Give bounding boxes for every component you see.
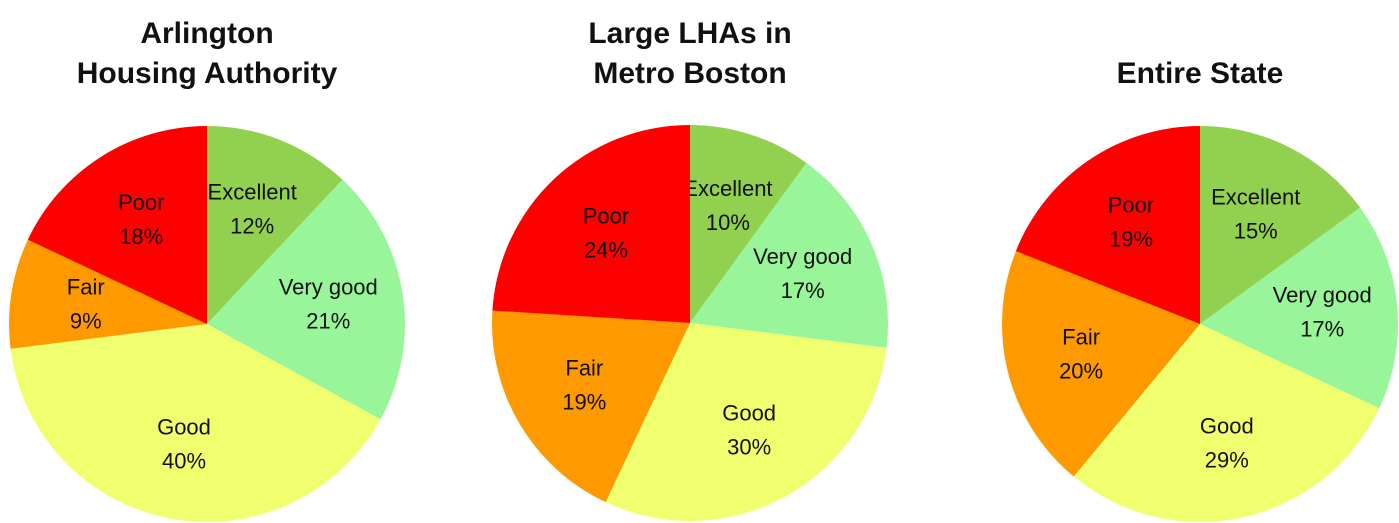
slice-value: 15% [1234, 218, 1278, 243]
slice-category: Fair [565, 355, 603, 380]
slice-value: 17% [781, 278, 825, 303]
slice-value: 10% [706, 210, 750, 235]
pie-slice [1200, 207, 1398, 409]
slice-category: Good [157, 414, 211, 439]
slice-value: 12% [230, 214, 274, 239]
pie-slice [207, 179, 405, 420]
slice-category: Excellent [1211, 184, 1300, 209]
chart-title: Entire State [1117, 57, 1284, 90]
slice-category: Excellent [683, 176, 772, 201]
slice-category: Poor [1108, 192, 1154, 217]
pie-slice [1073, 324, 1380, 522]
pie-slice [1200, 126, 1361, 324]
pie-slice [605, 323, 887, 521]
pie-slice [207, 126, 343, 324]
pie-slice [1015, 126, 1200, 324]
slice-value: 40% [162, 448, 206, 473]
pie-slice [27, 126, 208, 324]
chart-title: Metro Boston [593, 57, 786, 90]
slice-value: 21% [306, 309, 350, 334]
slice-category: Poor [583, 203, 629, 228]
slice-value: 18% [119, 224, 163, 249]
pie-slice [690, 162, 888, 348]
slice-value: 19% [562, 389, 606, 414]
slice-category: Good [1200, 414, 1254, 439]
pie-slice [492, 125, 690, 323]
slice-category: Fair [1062, 324, 1100, 349]
chart-title: Large LHAs in [588, 17, 791, 50]
pie-slice [1001, 251, 1200, 477]
pie-slice [492, 310, 690, 503]
slice-category: Very good [279, 275, 378, 300]
slice-category: Poor [118, 190, 164, 215]
slice-value: 20% [1059, 358, 1103, 383]
chart-title: Arlington [140, 17, 273, 50]
slice-value: 29% [1205, 448, 1249, 473]
chart-title: Housing Authority [77, 57, 338, 90]
slice-category: Excellent [208, 180, 297, 205]
slice-category: Good [722, 400, 776, 425]
slice-category: Fair [67, 275, 105, 300]
slice-category: Very good [753, 244, 852, 269]
slice-value: 19% [1109, 226, 1153, 251]
slice-value: 17% [1300, 316, 1344, 341]
slice-value: 9% [70, 309, 102, 334]
slice-value: 30% [727, 434, 771, 459]
slice-value: 24% [584, 237, 628, 262]
slice-category: Very good [1273, 282, 1372, 307]
pie-slice [690, 125, 807, 323]
pie-slice [8, 239, 207, 349]
pie-slice [10, 324, 381, 522]
